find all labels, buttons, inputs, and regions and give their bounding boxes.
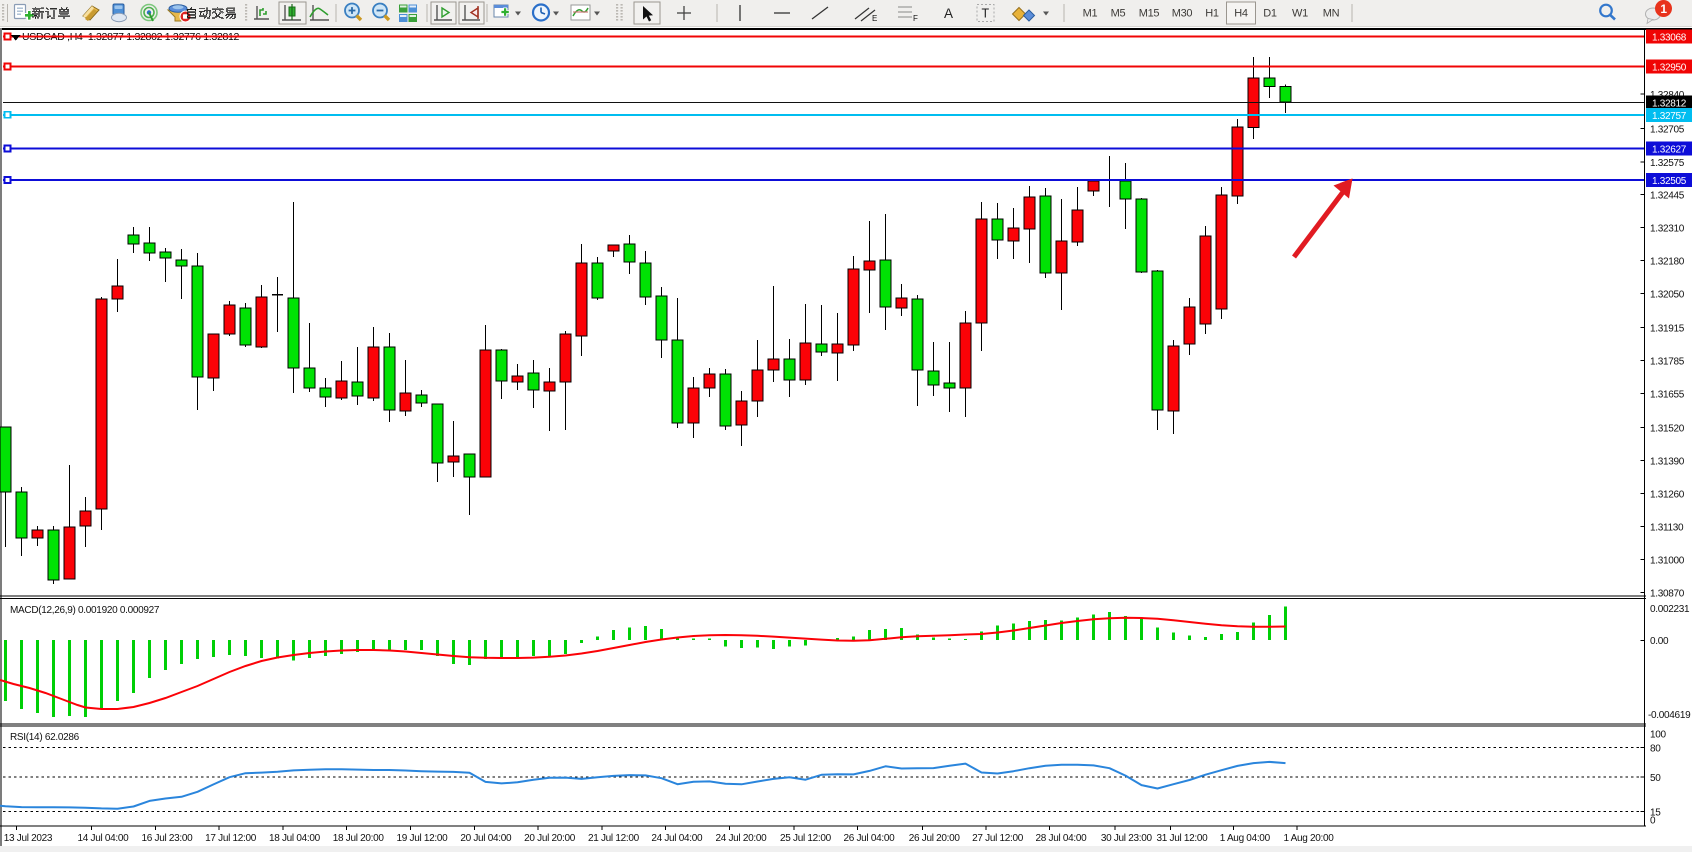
svg-text:M15: M15: [1139, 8, 1160, 20]
svg-text:F: F: [913, 14, 918, 23]
svg-text:1.31520: 1.31520: [1650, 424, 1685, 435]
svg-text:1.32310: 1.32310: [1650, 224, 1685, 235]
svg-text:18 Jul 04:00: 18 Jul 04:00: [269, 833, 321, 844]
svg-text:1.31000: 1.31000: [1650, 556, 1685, 567]
svg-text:1.32812: 1.32812: [1652, 98, 1687, 109]
svg-text:MN: MN: [1323, 8, 1340, 20]
svg-text:0.002231: 0.002231: [1650, 604, 1690, 615]
svg-text:1.33068: 1.33068: [1652, 33, 1687, 44]
svg-text:1.32575: 1.32575: [1650, 158, 1685, 169]
svg-text:13 Jul 2023: 13 Jul 2023: [4, 833, 53, 844]
svg-text:1.32505: 1.32505: [1652, 176, 1687, 187]
svg-text:1.31260: 1.31260: [1650, 490, 1685, 501]
svg-text:21 Jul 12:00: 21 Jul 12:00: [588, 833, 640, 844]
svg-text:17 Jul 12:00: 17 Jul 12:00: [205, 833, 257, 844]
svg-text:0.00: 0.00: [1650, 636, 1669, 647]
svg-text:30 Jul 23:00: 30 Jul 23:00: [1101, 833, 1153, 844]
svg-text:26 Jul 04:00: 26 Jul 04:00: [843, 833, 895, 844]
svg-text:1.32050: 1.32050: [1650, 290, 1685, 301]
svg-text:RSI(14) 62.0286: RSI(14) 62.0286: [10, 732, 80, 743]
svg-text:M5: M5: [1111, 8, 1126, 20]
svg-text:26 Jul 20:00: 26 Jul 20:00: [909, 833, 961, 844]
svg-text:16 Jul 23:00: 16 Jul 23:00: [142, 833, 194, 844]
svg-text:100: 100: [1650, 730, 1667, 741]
svg-text:H4: H4: [1234, 8, 1248, 20]
svg-text:1 Aug 04:00: 1 Aug 04:00: [1220, 833, 1271, 844]
svg-text:15: 15: [1650, 808, 1661, 819]
svg-text:A: A: [944, 6, 953, 21]
svg-text:1.31655: 1.31655: [1650, 390, 1685, 401]
svg-text:25 Jul 12:00: 25 Jul 12:00: [780, 833, 832, 844]
svg-text:0: 0: [1650, 816, 1656, 827]
svg-text:T: T: [982, 7, 990, 21]
svg-text:1.32757: 1.32757: [1652, 111, 1687, 122]
svg-text:27 Jul 12:00: 27 Jul 12:00: [972, 833, 1024, 844]
svg-text:1 Aug 20:00: 1 Aug 20:00: [1283, 833, 1334, 844]
svg-text:1.32705: 1.32705: [1650, 124, 1685, 135]
svg-text:1.31785: 1.31785: [1650, 357, 1685, 368]
svg-text:H1: H1: [1205, 8, 1219, 20]
svg-text:18 Jul 20:00: 18 Jul 20:00: [333, 833, 385, 844]
svg-text:24 Jul 20:00: 24 Jul 20:00: [715, 833, 767, 844]
svg-text:20 Jul 20:00: 20 Jul 20:00: [524, 833, 576, 844]
svg-text:20 Jul 04:00: 20 Jul 04:00: [460, 833, 512, 844]
svg-text:1.32627: 1.32627: [1652, 144, 1687, 155]
svg-text:1: 1: [1660, 2, 1667, 16]
svg-text:31 Jul 12:00: 31 Jul 12:00: [1157, 833, 1209, 844]
svg-text:1.31390: 1.31390: [1650, 457, 1685, 468]
svg-text:1.32950: 1.32950: [1652, 63, 1687, 74]
svg-text:-0.004619: -0.004619: [1648, 710, 1691, 721]
svg-text:MACD(12,26,9) 0.001920 0.00092: MACD(12,26,9) 0.001920 0.000927: [10, 605, 160, 616]
svg-text:M1: M1: [1083, 8, 1098, 20]
svg-text:1.30870: 1.30870: [1650, 589, 1685, 600]
svg-text:1.31915: 1.31915: [1650, 324, 1685, 335]
svg-text:24 Jul 04:00: 24 Jul 04:00: [651, 833, 703, 844]
svg-text:28 Jul 04:00: 28 Jul 04:00: [1036, 833, 1088, 844]
svg-text:E: E: [872, 14, 877, 23]
svg-text:D1: D1: [1263, 8, 1277, 20]
svg-text:50: 50: [1650, 773, 1661, 784]
svg-text:80: 80: [1650, 743, 1661, 754]
svg-text:1.31130: 1.31130: [1650, 523, 1684, 534]
svg-text:W1: W1: [1292, 8, 1308, 20]
svg-text:14 Jul 04:00: 14 Jul 04:00: [78, 833, 130, 844]
svg-text:1.32445: 1.32445: [1650, 190, 1685, 201]
svg-text:19 Jul 12:00: 19 Jul 12:00: [397, 833, 449, 844]
svg-text:M30: M30: [1172, 8, 1193, 20]
svg-text:1.32180: 1.32180: [1650, 257, 1685, 268]
